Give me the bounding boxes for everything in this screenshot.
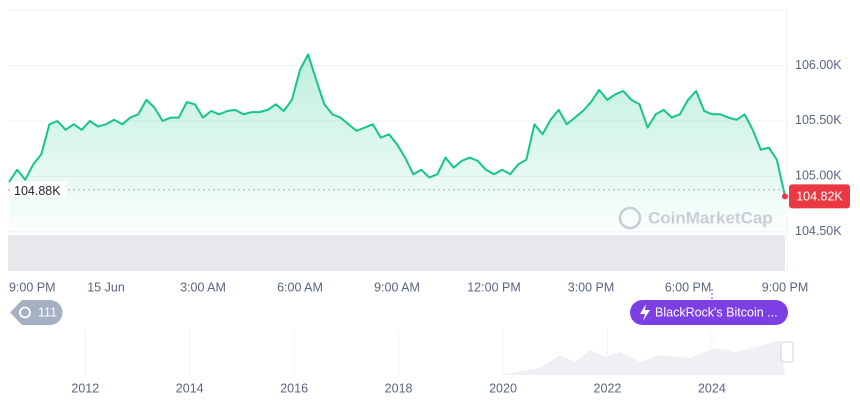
watermark-text: CoinMarketCap <box>648 208 773 227</box>
x-tick-label: 3:00 AM <box>180 280 226 294</box>
price-line <box>8 53 786 197</box>
y-tick-label: 104.50K <box>795 224 842 238</box>
x-tick-label: 6:00 PM <box>665 280 712 294</box>
navigator-area <box>8 340 785 375</box>
navigator-tick-label: 2012 <box>71 381 99 395</box>
event-badge[interactable]: 111 <box>10 300 63 325</box>
last-point <box>782 193 788 200</box>
y-tick-label: 105.00K <box>795 169 842 183</box>
news-text: BlackRock's Bitcoin ... <box>655 305 778 319</box>
event-count: 111 <box>38 305 57 319</box>
volume-band <box>8 235 785 271</box>
y-tick-label: 105.50K <box>795 113 842 127</box>
area-fill <box>9 54 785 234</box>
y-tick-label: 106.00K <box>795 58 842 72</box>
x-tick-label: 3:00 PM <box>568 280 615 294</box>
news-badge[interactable]: BlackRock's Bitcoin ... <box>630 300 788 325</box>
reference-label: 104.88K <box>14 184 61 198</box>
reference-label-bg <box>10 181 66 198</box>
x-tick-label: 9:00 PM <box>9 280 56 294</box>
x-tick-label: 6:00 AM <box>277 280 323 294</box>
x-tick-label: 15 Jun <box>87 280 125 294</box>
navigator-tick-label: 2020 <box>489 381 517 395</box>
watermark: CoinMarketCap <box>618 206 773 230</box>
navigator-tick-label: 2016 <box>280 381 308 395</box>
x-tick-label: 9:00 AM <box>374 280 420 294</box>
current-price-label: 104.82K <box>796 190 843 204</box>
navigator-tick-label: 2024 <box>698 381 726 395</box>
navigator-tick-label: 2014 <box>176 381 204 395</box>
x-tick-label: 12:00 PM <box>467 280 521 294</box>
x-tick-label: 9:00 PM <box>762 280 809 294</box>
current-price-bg <box>789 184 850 209</box>
navigator-handle[interactable] <box>780 341 794 363</box>
navigator-tick-label: 2022 <box>594 381 622 395</box>
navigator-tick-label: 2018 <box>385 381 413 395</box>
